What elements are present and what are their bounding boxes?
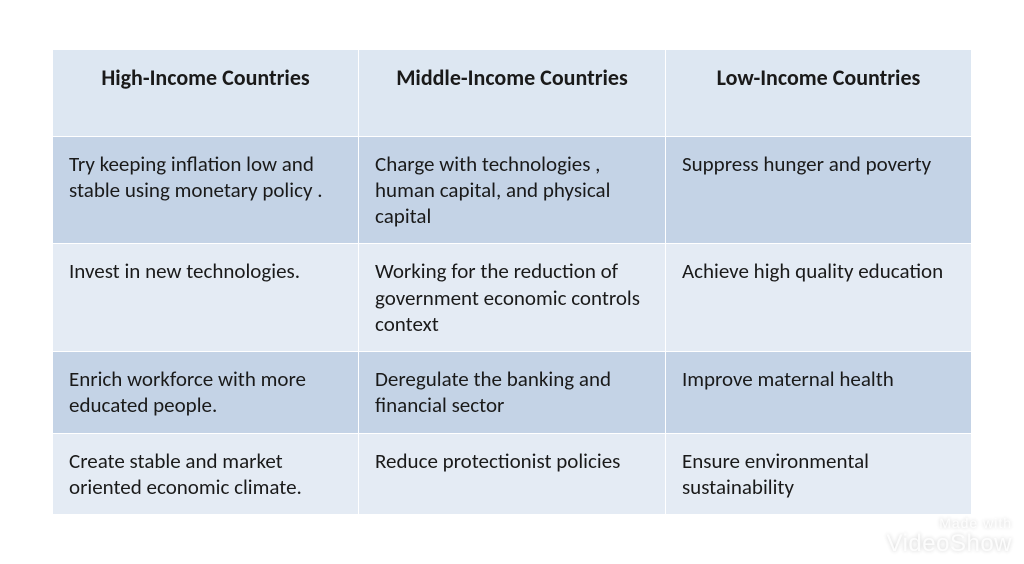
watermark-line2: VideoShow bbox=[887, 531, 1012, 556]
col-header-middle-income: Middle-Income Countries bbox=[359, 50, 666, 137]
cell: Deregulate the banking and financial sec… bbox=[359, 352, 666, 434]
table-header-row: High-Income Countries Middle-Income Coun… bbox=[53, 50, 972, 137]
cell: Try keeping inflation low and stable usi… bbox=[53, 136, 359, 244]
table-row: Invest in new technologies. Working for … bbox=[53, 244, 972, 352]
cell: Ensure environmental sustainability bbox=[665, 433, 971, 515]
comparison-table-container: High-Income Countries Middle-Income Coun… bbox=[52, 49, 972, 515]
col-header-low-income: Low-Income Countries bbox=[665, 50, 971, 137]
watermark-line1: Made with bbox=[887, 516, 1012, 531]
watermark: Made with VideoShow bbox=[887, 516, 1012, 556]
cell: Invest in new technologies. bbox=[53, 244, 359, 352]
cell: Suppress hunger and poverty bbox=[665, 136, 971, 244]
cell: Achieve high quality education bbox=[665, 244, 971, 352]
comparison-table: High-Income Countries Middle-Income Coun… bbox=[52, 49, 972, 515]
cell: Charge with technologies , human capital… bbox=[359, 136, 666, 244]
cell: Working for the reduction of government … bbox=[359, 244, 666, 352]
cell: Create stable and market oriented econom… bbox=[53, 433, 359, 515]
table-row: Try keeping inflation low and stable usi… bbox=[53, 136, 972, 244]
cell: Reduce protectionist policies bbox=[359, 433, 666, 515]
cell: Improve maternal health bbox=[665, 352, 971, 434]
cell: Enrich workforce with more educated peop… bbox=[53, 352, 359, 434]
col-header-high-income: High-Income Countries bbox=[53, 50, 359, 137]
table-row: Enrich workforce with more educated peop… bbox=[53, 352, 972, 434]
table-row: Create stable and market oriented econom… bbox=[53, 433, 972, 515]
